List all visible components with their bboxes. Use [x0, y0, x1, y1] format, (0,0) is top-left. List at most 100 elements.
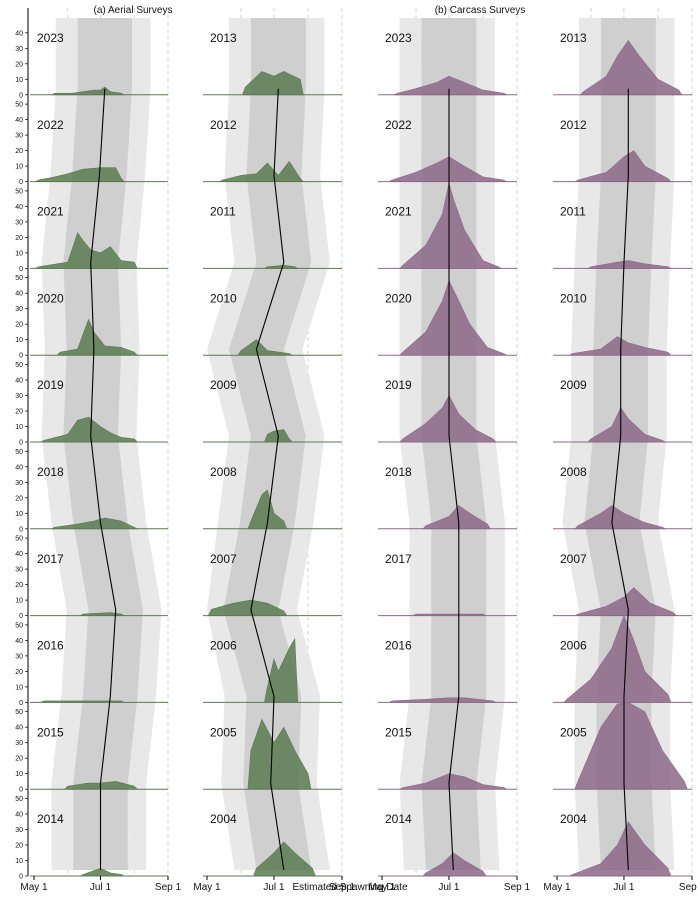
ridge-2007	[207, 599, 288, 616]
x-tick-label: May 1	[193, 882, 221, 893]
year-label: 2023	[37, 31, 64, 45]
year-label: 2017	[37, 552, 64, 566]
y-tick-label: 30	[15, 219, 23, 226]
y-tick-label: 50	[15, 102, 23, 109]
ridge-2007	[574, 587, 678, 616]
year-label: 2010	[560, 291, 587, 305]
ridge-2021	[35, 232, 138, 269]
median-line	[611, 88, 629, 871]
year-label: 2013	[560, 31, 587, 45]
y-tick-label: 30	[15, 567, 23, 574]
year-label: 2022	[37, 118, 64, 132]
ridge-2015	[399, 773, 507, 790]
x-tick-label: May 1	[20, 882, 48, 893]
y-tick-label: 50	[15, 536, 23, 543]
y-tick-label: 0	[19, 526, 23, 533]
median-line	[90, 88, 117, 870]
y-tick-label: 10	[15, 337, 23, 344]
y-tick-label: 0	[19, 613, 23, 620]
y-tick-label: 20	[15, 61, 23, 68]
y-tick-label: 30	[15, 306, 23, 313]
y-tick-label: 0	[19, 787, 23, 794]
year-label: 2022	[385, 118, 412, 132]
y-tick-label: 50	[15, 709, 23, 716]
y-tick-label: 30	[15, 653, 23, 660]
ridge-2012	[219, 160, 305, 182]
y-tick-label: 30	[15, 46, 23, 53]
y-tick-label: 0	[19, 874, 23, 881]
aerial-title: (a) Aerial Surveys	[94, 5, 173, 16]
y-tick-label: 20	[15, 409, 23, 416]
year-label: 2005	[210, 725, 237, 739]
ridge-2006	[264, 637, 299, 703]
y-tick-label: 20	[15, 148, 23, 155]
x-tick-label: Jul 1	[438, 882, 460, 893]
y-tick-label: 50	[15, 188, 23, 195]
year-label: 2006	[560, 639, 587, 653]
year-label: 2010	[210, 291, 237, 305]
ridge-2022	[388, 156, 507, 182]
year-label: 2019	[385, 378, 412, 392]
y-tick-label: 30	[15, 480, 23, 487]
y-tick-label: 20	[15, 843, 23, 850]
year-label: 2014	[37, 812, 64, 826]
ridge-2020	[399, 280, 507, 356]
ridge-2013	[579, 39, 683, 96]
x-tick-label: May 1	[368, 882, 396, 893]
band-inner	[63, 18, 143, 870]
y-tick-label: 40	[15, 378, 23, 385]
ridge-2021	[399, 183, 502, 269]
year-label: 2005	[560, 725, 587, 739]
y-tick-label: 50	[15, 275, 23, 282]
y-tick-label: 10	[15, 771, 23, 778]
year-label: 2015	[37, 725, 64, 739]
ridge-2004	[252, 841, 316, 877]
y-tick-label: 30	[15, 827, 23, 834]
ridge-2012	[574, 150, 672, 182]
y-tick-label: 10	[15, 858, 23, 865]
ridge-2023	[394, 75, 507, 96]
ridge-2023	[51, 86, 125, 96]
year-label: 2016	[37, 639, 64, 653]
year-label: 2019	[37, 378, 64, 392]
y-tick-label: 40	[15, 204, 23, 211]
x-tick-label: Sep 1	[679, 882, 700, 893]
ridge-2009	[587, 407, 666, 443]
carcass-title: (b) Carcass Surveys	[435, 5, 526, 16]
year-label: 2018	[385, 465, 412, 479]
y-tick-label: 10	[15, 77, 23, 84]
year-label: 2012	[560, 118, 587, 132]
y-tick-label: 40	[15, 725, 23, 732]
y-tick-label: 0	[19, 700, 23, 707]
y-tick-label: 40	[15, 117, 23, 124]
ridge-2020	[56, 318, 138, 356]
year-label: 2020	[37, 291, 64, 305]
ridge-2018	[422, 505, 491, 530]
year-label: 2021	[385, 205, 412, 219]
year-label: 2007	[560, 552, 587, 566]
year-label: 2004	[210, 812, 237, 826]
y-tick-label: 10	[15, 164, 23, 171]
x-tick-label: Jul 1	[263, 882, 285, 893]
year-label: 2016	[385, 639, 412, 653]
ridge-2019	[399, 394, 497, 443]
y-tick-label: 50	[15, 796, 23, 803]
year-label: 2008	[560, 465, 587, 479]
year-label: 2004	[560, 812, 587, 826]
year-label: 2018	[37, 465, 64, 479]
y-tick-label: 20	[15, 669, 23, 676]
y-tick-label: 30	[15, 740, 23, 747]
x-tick-label: Sep 1	[504, 882, 531, 893]
y-tick-label: 0	[19, 266, 23, 273]
median-line	[250, 88, 285, 871]
y-tick-label: 40	[15, 464, 23, 471]
y-tick-label: 20	[15, 582, 23, 589]
year-label: 2017	[385, 552, 412, 566]
year-label: 2011	[210, 205, 236, 219]
ridge-2004	[569, 821, 672, 877]
y-tick-label: 40	[15, 30, 23, 37]
y-tick-label: 30	[15, 393, 23, 400]
y-tick-label: 0	[19, 92, 23, 99]
year-label: 2009	[560, 378, 587, 392]
